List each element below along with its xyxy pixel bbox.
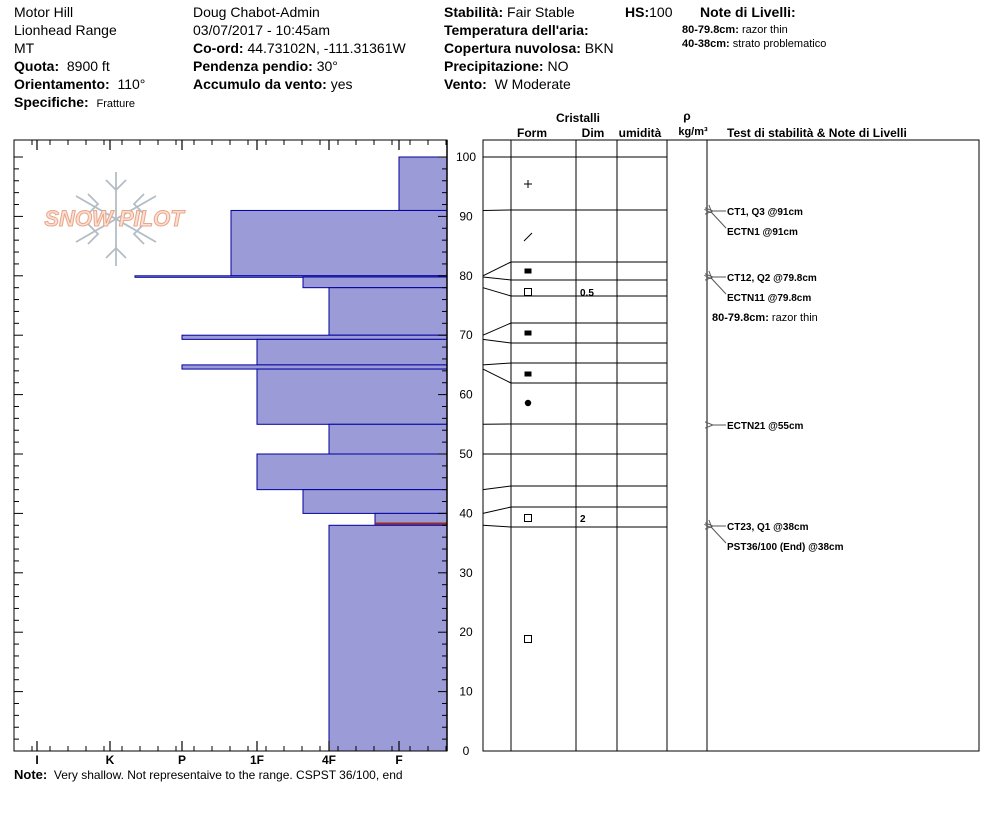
layer-connector [482, 362, 512, 366]
size-header: Dim [582, 126, 605, 140]
observer: Doug Chabot-Admin [193, 4, 320, 20]
hardness-layer [328, 287, 448, 336]
crystals-frame [482, 139, 980, 752]
grain-open-square [524, 514, 532, 522]
layer-note-2: 40-38cm: strato problematico [682, 38, 827, 50]
test-arrow [712, 213, 727, 229]
wind: Vento: W Moderate [444, 76, 571, 92]
slope: Pendenza pendio: 30° [193, 58, 338, 74]
hardness-tick-label: K [106, 753, 115, 767]
hardness-tick-label: 4F [322, 753, 336, 767]
hardness-tick-label: P [178, 753, 186, 767]
layer-connector [482, 276, 512, 281]
stability-test-label: CT12, Q2 @79.8cm [727, 273, 817, 284]
range-name: Lionhead Range [14, 22, 117, 38]
layer-connector [482, 261, 512, 277]
layer-connector [482, 287, 512, 297]
layer-note-1: 80-79.8cm: razor thin [682, 24, 788, 36]
stability-test-label: ECTN21 @55cm [727, 421, 804, 432]
observation-block: Doug Chabot-Admin 03/07/2017 - 10:45am C… [193, 3, 406, 93]
height-tick-label: 90 [459, 209, 473, 223]
stability-test-label: ECTN1 @91cm [727, 227, 798, 238]
tests-header: Test di stabilità & Note di Livelli [727, 126, 907, 140]
grain-size-label: 2 [580, 514, 586, 525]
hardness-layer [398, 156, 448, 211]
stability-test-label: CT23, Q1 @38cm [727, 522, 809, 533]
layer-connector [482, 485, 512, 491]
hardness-layer [302, 489, 448, 514]
hardness-layer [302, 276, 448, 289]
location-name: Motor Hill [14, 4, 74, 20]
hardness-layer [328, 524, 448, 752]
form-header: Form [517, 126, 547, 140]
hardness-layer [328, 423, 448, 455]
snowpilot-logo: SNOW PILOT [44, 172, 186, 266]
altitude: Quota: 8900 ft [14, 58, 110, 74]
crystals-header: Cristalli [556, 111, 600, 125]
hardness-layer [181, 334, 448, 340]
density-unit: kg/m³ [678, 126, 708, 138]
height-tick-label: 20 [459, 625, 473, 639]
height-tick-label: 100 [456, 150, 476, 164]
stability-test-label: CT1, Q3 @91cm [727, 207, 803, 218]
height-tick-label: 0 [463, 744, 470, 758]
snow-height: HS:100 [625, 4, 673, 20]
test-arrow [712, 279, 727, 295]
grain-size-label: 0.5 [580, 288, 594, 299]
hardness-tick-label: I [35, 753, 38, 767]
stability-test-label: PST36/100 (End) @38cm [727, 542, 844, 553]
grain-filled-square [524, 371, 532, 377]
location-block: Motor Hill Lionhead Range MT Quota: 8900… [14, 3, 145, 111]
grain-open-square [524, 635, 532, 643]
aspect: Orientamento: 110° [14, 76, 146, 92]
stability: Stabilità: Fair Stable [444, 4, 575, 20]
height-tick-label: 70 [459, 328, 473, 342]
layer-connector [482, 506, 512, 514]
grain-plus [524, 180, 532, 188]
precipitation: Precipitazione: NO [444, 58, 569, 74]
hardness-layer [256, 453, 448, 491]
layer-connector [482, 524, 512, 528]
layer-connector [482, 368, 512, 384]
height-tick-label: 60 [459, 388, 473, 402]
height-tick-label: 50 [459, 447, 473, 461]
grain-open-square [524, 288, 532, 296]
hardness-layer [256, 368, 448, 425]
grain-filled-square [524, 330, 532, 336]
stability-test-label: ECTN11 @79.8cm [727, 293, 811, 304]
layer-notes-title: Note di Livelli: [700, 4, 796, 20]
hardness-layer [181, 364, 448, 370]
moisture-header: umidità [619, 126, 662, 140]
layer-connector [482, 322, 512, 336]
hardness-tick-label: F [395, 753, 402, 767]
height-tick-label: 30 [459, 566, 473, 580]
wind-loading: Accumulo da vento: yes [193, 76, 353, 92]
coordinates: Co-ord: 44.73102N, -111.31361W [193, 40, 406, 56]
datetime: 03/07/2017 - 10:45am [193, 22, 330, 38]
inline-layer-note: 80-79.8cm: razor thin [712, 312, 818, 324]
logo-text: SNOW PILOT [44, 206, 185, 231]
height-tick-label: 80 [459, 269, 473, 283]
conditions-block: Stabilità: Fair Stable Temperatura dell'… [444, 3, 614, 93]
hardness-layer [230, 209, 448, 277]
specifics: Specifiche: Fratture [14, 94, 135, 110]
grain-filled-square [524, 268, 532, 274]
state-name: MT [14, 40, 35, 56]
profile-note: Note: Very shallow. Not representaive to… [14, 767, 403, 782]
grain-slash [523, 232, 533, 242]
hardness-tick-label: 1F [250, 753, 264, 767]
height-tick-label: 40 [459, 506, 473, 520]
layer-connector [482, 338, 512, 344]
grain-filled-circle [524, 399, 532, 407]
height-tick-label: 10 [459, 685, 473, 699]
test-arrow [712, 528, 727, 544]
hardness-layer [256, 338, 448, 366]
cloud-cover: Copertura nuvolosa: BKN [444, 40, 614, 56]
air-temperature: Temperatura dell'aria: [444, 22, 589, 38]
density-symbol: ρ [683, 109, 690, 123]
